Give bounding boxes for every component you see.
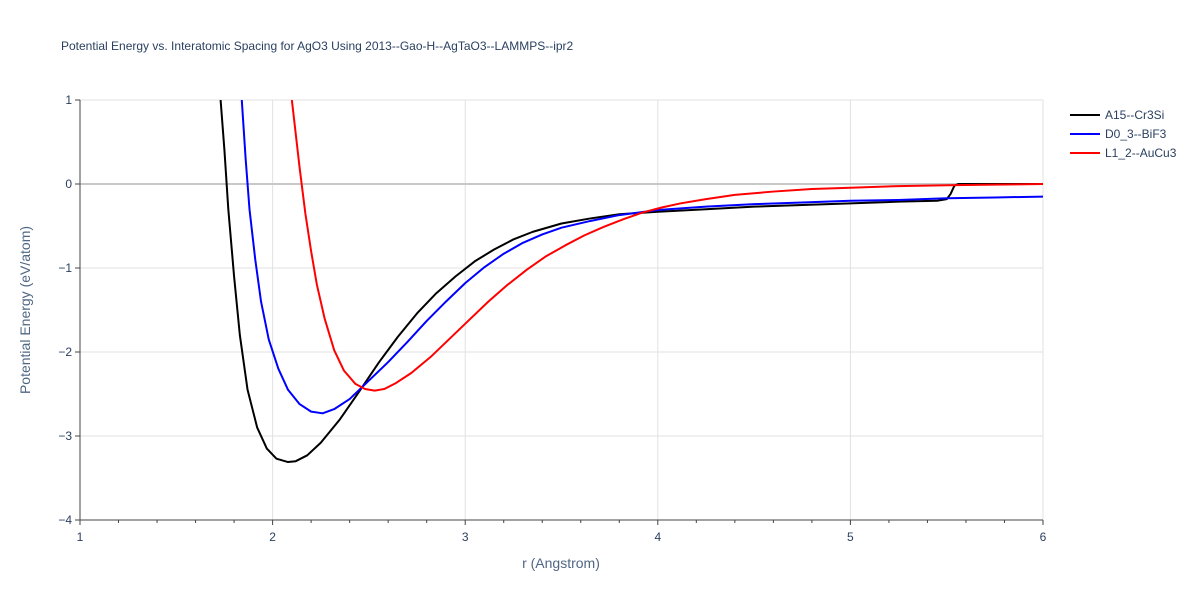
- series-layer: [219, 100, 1043, 464]
- x-tick-label-6: 6: [1040, 530, 1047, 544]
- legend[interactable]: A15--Cr3Si D0_3--BiF3 L1_2--AuCu3: [1070, 108, 1177, 160]
- y-axis-title: Potential Energy (eV/atom): [17, 226, 33, 394]
- legend-item-2[interactable]: L1_2--AuCu3: [1070, 146, 1177, 160]
- y-tick-label--2: −2: [58, 345, 72, 359]
- y-tick-label--1: −1: [58, 261, 72, 275]
- x-axis-title: r (Angstrom): [522, 555, 600, 571]
- y-tick-label-0: 0: [65, 177, 72, 191]
- series-line-2[interactable]: [290, 100, 1043, 392]
- x-tick-label-2: 2: [269, 530, 276, 544]
- y-tick-label--3: −3: [58, 429, 72, 443]
- x-tick-label-4: 4: [654, 530, 661, 544]
- x-tick-label-3: 3: [462, 530, 469, 544]
- legend-item-0[interactable]: A15--Cr3Si: [1070, 108, 1164, 122]
- chart-title: Potential Energy vs. Interatomic Spacing…: [61, 39, 574, 53]
- x-tick-label-1: 1: [77, 530, 84, 544]
- y-tick-label--4: −4: [58, 513, 72, 527]
- legend-label: D0_3--BiF3: [1105, 127, 1167, 141]
- axis-layer: 1 2 3 4 5 6 −4 −3 −2 −1 0 1: [58, 93, 1046, 544]
- legend-label: A15--Cr3Si: [1105, 108, 1164, 122]
- legend-label: L1_2--AuCu3: [1105, 146, 1177, 160]
- x-tick-label-5: 5: [847, 530, 854, 544]
- legend-item-1[interactable]: D0_3--BiF3: [1070, 127, 1167, 141]
- y-tick-label-1: 1: [65, 93, 72, 107]
- series-line-1[interactable]: [240, 100, 1043, 415]
- series-line-0[interactable]: [219, 100, 1043, 464]
